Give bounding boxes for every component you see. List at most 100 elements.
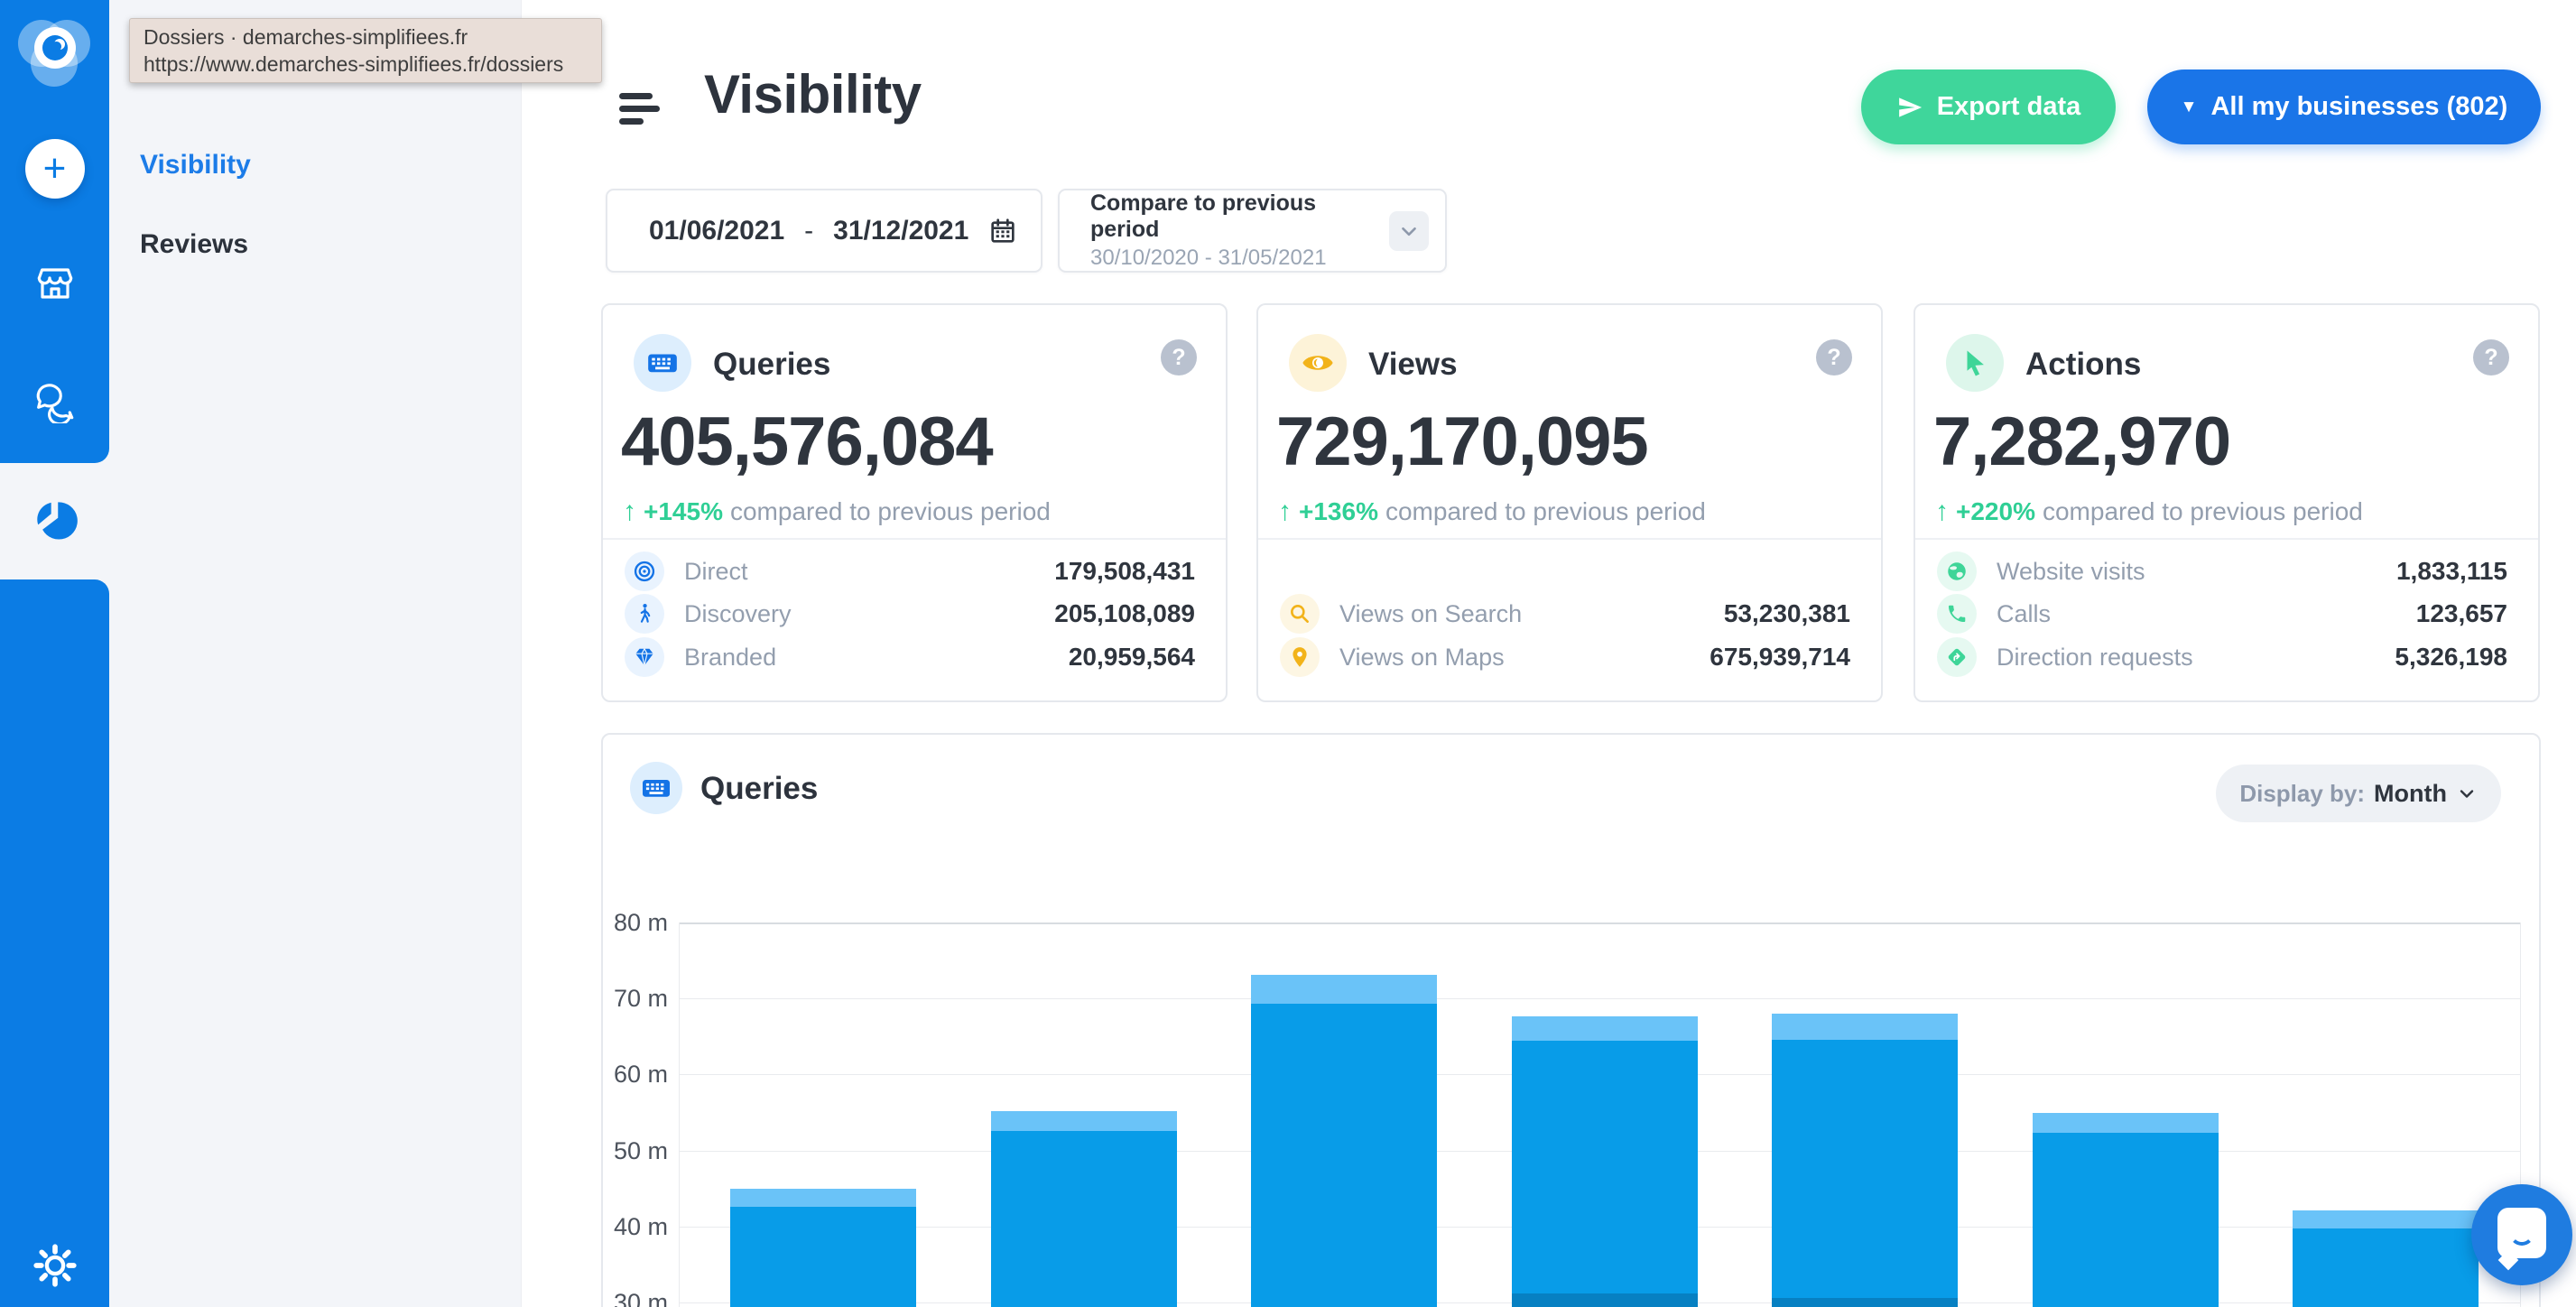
- subnav-item-reviews[interactable]: Reviews: [140, 229, 249, 259]
- date-separator: -: [804, 215, 814, 246]
- card-title: Views: [1368, 347, 1458, 382]
- hamburger-icon: [619, 93, 653, 99]
- businesses-selector-label: All my businesses (802): [2210, 92, 2508, 121]
- bar-segment-discovery: [1511, 1041, 1698, 1294]
- icon-sidebar: +: [0, 0, 109, 1307]
- storefront-icon: [37, 268, 72, 299]
- gridline: [679, 998, 2520, 1000]
- globe-icon: [1937, 552, 1977, 591]
- display-by-value: Month: [2374, 779, 2447, 807]
- actions-delta: +220%: [1956, 497, 2035, 525]
- sidebar-item-businesses[interactable]: [32, 260, 79, 307]
- tooltip-line-1: Dossiers · demarches-simplifiees.fr: [144, 25, 468, 49]
- bar-segment-direct: [1511, 1293, 1698, 1307]
- plus-icon: +: [42, 146, 67, 190]
- businesses-selector-button[interactable]: ▼ All my businesses (802): [2147, 70, 2541, 144]
- bar-jun-2021[interactable]: [730, 922, 916, 1307]
- page-title: Visibility: [704, 64, 922, 125]
- breakdown-row-website-visits: Website visits 1,833,115: [1937, 550, 2507, 593]
- help-icon[interactable]: ?: [2473, 339, 2509, 375]
- directions-icon: [1937, 637, 1977, 677]
- delta-suffix: compared to previous period: [729, 497, 1051, 525]
- smile-icon: [2509, 1231, 2534, 1246]
- sidebar-item-analytics[interactable]: [31, 496, 79, 545]
- chevron-down-icon: [2460, 790, 2474, 798]
- diamond-icon: [625, 637, 664, 677]
- bar-segment-branded: [1772, 1014, 1958, 1041]
- menu-toggle-button[interactable]: [619, 93, 661, 127]
- card-title: Actions: [2025, 347, 2142, 382]
- card-title: Queries: [713, 347, 831, 382]
- queries-total: 405,576,084: [621, 403, 994, 480]
- display-by-label: Display by:: [2239, 779, 2366, 807]
- actions-total: 7,282,970: [1933, 403, 2231, 480]
- date-end-value[interactable]: 31/12/2021: [833, 215, 969, 246]
- eye-icon: [1289, 334, 1347, 392]
- sidebar-item-settings[interactable]: [30, 1240, 80, 1291]
- divider: [1258, 538, 1881, 540]
- breakdown-row-direct: Direct 179,508,431: [625, 550, 1195, 593]
- cursor-icon: [1946, 334, 2004, 392]
- bar-segment-discovery: [2032, 1133, 2219, 1307]
- up-arrow-icon: ↑: [1935, 496, 1949, 526]
- bar-nov-2021[interactable]: [2032, 922, 2219, 1307]
- breakdown-row-discovery: Discovery 205,108,089: [625, 592, 1195, 635]
- y-tick-label: 40 m: [613, 1212, 668, 1240]
- tooltip-line-2: https://www.demarches-simplifiees.fr/dos…: [144, 52, 564, 76]
- breakdown-row-views-search: Views on Search 53,230,381: [1280, 592, 1850, 635]
- bar-segment-branded: [2032, 1113, 2219, 1134]
- help-icon[interactable]: ?: [1816, 339, 1852, 375]
- bar-segment-discovery: [1251, 1004, 1437, 1307]
- keyboard-icon: [634, 334, 691, 392]
- bar-dec-2021[interactable]: [2293, 922, 2479, 1307]
- bar-oct-2021[interactable]: [1772, 922, 1958, 1307]
- sidebar-item-messages[interactable]: [32, 377, 79, 424]
- help-icon[interactable]: ?: [1161, 339, 1197, 375]
- bar-aug-2021[interactable]: [1251, 922, 1437, 1307]
- views-total: 729,170,095: [1276, 403, 1649, 480]
- bar-jul-2021[interactable]: [990, 922, 1177, 1307]
- bar-segment-discovery: [990, 1130, 1177, 1307]
- bar-segment-branded: [990, 1110, 1177, 1132]
- chat-bubbles-icon: [36, 384, 73, 423]
- subnav-item-visibility[interactable]: Visibility: [140, 150, 251, 180]
- y-tick-label: 70 m: [613, 985, 668, 1013]
- delta-suffix: compared to previous period: [2042, 497, 2363, 525]
- partoo-logo[interactable]: [16, 13, 94, 90]
- stat-card-queries: Queries ? 405,576,084 ↑ +145% compared t…: [601, 303, 1228, 702]
- axis-line: [679, 922, 680, 1307]
- chat-launcher-button[interactable]: [2471, 1184, 2572, 1285]
- axis-line: [2520, 922, 2521, 1307]
- bar-segment-branded: [1251, 975, 1437, 1005]
- views-delta: +136%: [1299, 497, 1378, 525]
- calendar-icon: [991, 218, 1015, 243]
- breakdown-row-branded: Branded 20,959,564: [625, 635, 1195, 679]
- display-by-dropdown[interactable]: Display by: Month: [2216, 765, 2501, 822]
- export-data-button[interactable]: Export data: [1861, 70, 2116, 144]
- export-data-label: Export data: [1936, 92, 2081, 121]
- bar-segment-discovery: [2293, 1228, 2479, 1307]
- date-start-value[interactable]: 01/06/2021: [649, 215, 785, 246]
- logo-core: [33, 27, 76, 69]
- compare-period-dropdown[interactable]: Compare to previous period 30/10/2020 - …: [1058, 189, 1447, 273]
- sidebar-blue-segment-bottom: [0, 579, 109, 1307]
- bar-segment-discovery: [1772, 1039, 1958, 1299]
- walking-person-icon: [625, 594, 664, 634]
- y-tick-label: 80 m: [613, 909, 668, 936]
- date-range-picker[interactable]: 01/06/2021 - 31/12/2021: [606, 189, 1042, 273]
- chart-plot: 80 m 70 m 60 m 50 m 40 m 30 m: [614, 909, 2521, 1307]
- up-arrow-icon: ↑: [623, 496, 636, 526]
- breakdown-row-views-maps: Views on Maps 675,939,714: [1280, 635, 1850, 679]
- add-button[interactable]: +: [24, 139, 85, 199]
- caret-down-icon: ▼: [2180, 97, 2198, 116]
- target-icon: [625, 552, 664, 591]
- bar-segment-branded: [1511, 1016, 1698, 1042]
- paper-plane-icon: [1898, 97, 1922, 117]
- gridline: [679, 922, 2520, 924]
- bar-sep-2021[interactable]: [1511, 922, 1698, 1307]
- chevron-down-icon: [1389, 210, 1429, 251]
- calendar-button[interactable]: [988, 217, 1017, 246]
- stat-card-views: Views ? 729,170,095 ↑ +136% compared to …: [1256, 303, 1883, 702]
- bar-segment-discovery: [730, 1207, 916, 1307]
